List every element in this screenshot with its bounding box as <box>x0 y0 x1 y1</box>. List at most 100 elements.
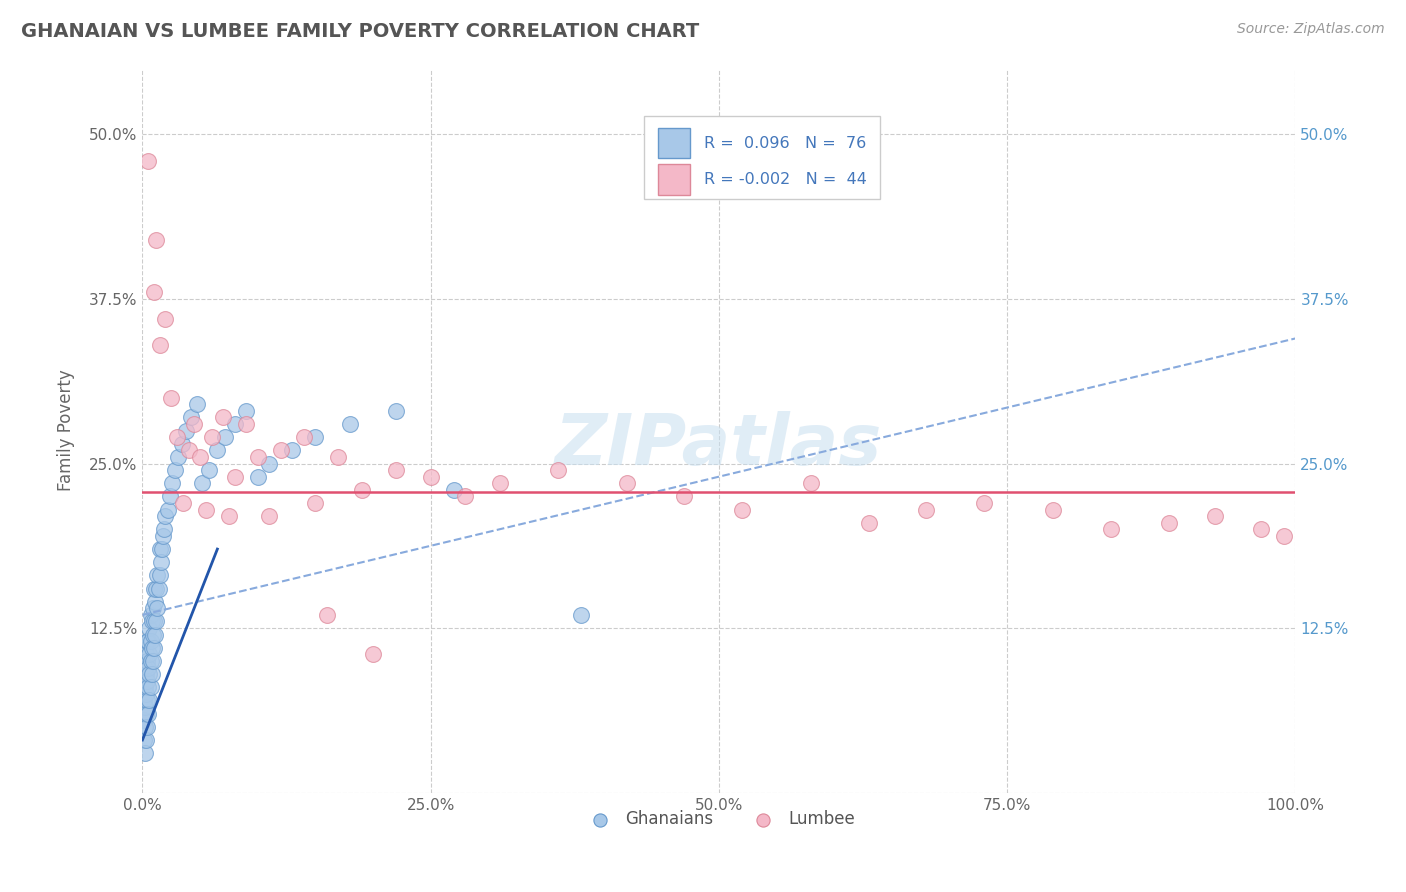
Point <box>1204 509 1226 524</box>
Point <box>141 640 163 655</box>
Point <box>973 496 995 510</box>
Point <box>132 693 155 707</box>
Point <box>139 607 162 622</box>
Point <box>186 397 208 411</box>
Point <box>385 463 408 477</box>
Point <box>180 410 202 425</box>
Point <box>547 463 569 477</box>
Point <box>134 681 156 695</box>
Point <box>174 424 197 438</box>
Point <box>292 430 315 444</box>
Point <box>162 476 184 491</box>
Point <box>191 476 214 491</box>
Point <box>136 654 159 668</box>
Point <box>141 667 163 681</box>
Legend: Ghanaians, Lumbee: Ghanaians, Lumbee <box>576 804 862 835</box>
Point <box>361 648 384 662</box>
Point <box>224 469 246 483</box>
Point <box>1042 502 1064 516</box>
Point <box>177 443 200 458</box>
Point <box>136 634 159 648</box>
Point <box>149 338 172 352</box>
Point <box>1250 522 1272 536</box>
Point <box>915 502 938 516</box>
Point <box>143 628 166 642</box>
Point <box>143 615 166 629</box>
Point <box>304 496 326 510</box>
Point <box>316 607 339 622</box>
Point <box>153 522 176 536</box>
Point <box>259 509 281 524</box>
Point <box>166 430 188 444</box>
Y-axis label: Family Poverty: Family Poverty <box>58 369 75 491</box>
Point <box>143 640 166 655</box>
Point <box>136 693 159 707</box>
Point <box>270 443 292 458</box>
Point <box>136 673 159 688</box>
Point <box>160 391 183 405</box>
Point <box>246 469 269 483</box>
Point <box>139 681 162 695</box>
Point <box>149 542 172 557</box>
Point <box>134 700 156 714</box>
Point <box>138 621 160 635</box>
Point <box>136 681 159 695</box>
Bar <box>658 164 690 194</box>
Point <box>132 733 155 747</box>
Point <box>134 720 156 734</box>
Point <box>139 654 162 668</box>
Point <box>149 555 172 569</box>
Point <box>135 733 157 747</box>
Point <box>159 490 181 504</box>
Point <box>800 476 823 491</box>
Point <box>143 582 166 596</box>
Point <box>214 430 236 444</box>
Point <box>616 476 638 491</box>
Point <box>135 687 157 701</box>
Point <box>1099 522 1122 536</box>
Point <box>385 404 408 418</box>
Text: GHANAIAN VS LUMBEE FAMILY POVERTY CORRELATION CHART: GHANAIAN VS LUMBEE FAMILY POVERTY CORREL… <box>21 22 699 41</box>
Point <box>246 450 269 464</box>
Point <box>136 660 159 674</box>
Point <box>142 628 165 642</box>
Point <box>143 285 166 300</box>
Text: R = -0.002   N =  44: R = -0.002 N = 44 <box>704 172 868 186</box>
Point <box>155 311 177 326</box>
Point <box>198 463 221 477</box>
Point <box>134 660 156 674</box>
Point <box>149 568 172 582</box>
Point <box>454 490 477 504</box>
Point <box>224 417 246 431</box>
Text: Source: ZipAtlas.com: Source: ZipAtlas.com <box>1237 22 1385 37</box>
Point <box>155 509 177 524</box>
Point <box>858 516 880 530</box>
Point <box>281 443 304 458</box>
Point <box>419 469 441 483</box>
Point <box>135 667 157 681</box>
Point <box>145 582 167 596</box>
Point <box>443 483 465 497</box>
Point <box>134 746 156 760</box>
Point <box>183 417 205 431</box>
Text: R =  0.096   N =  76: R = 0.096 N = 76 <box>704 136 866 151</box>
Point <box>212 410 235 425</box>
Point <box>138 648 160 662</box>
Point <box>146 568 169 582</box>
Point <box>138 693 160 707</box>
Point <box>569 607 592 622</box>
Point <box>136 153 159 168</box>
Point <box>489 476 512 491</box>
Point <box>132 713 155 727</box>
Point <box>156 502 179 516</box>
Point <box>136 720 159 734</box>
Point <box>218 509 240 524</box>
Point <box>143 595 166 609</box>
Point <box>673 490 696 504</box>
Point <box>136 634 159 648</box>
Point <box>339 417 361 431</box>
Point <box>259 457 281 471</box>
Point <box>138 667 160 681</box>
Point <box>350 483 373 497</box>
Text: ZIPatlas: ZIPatlas <box>555 410 883 480</box>
